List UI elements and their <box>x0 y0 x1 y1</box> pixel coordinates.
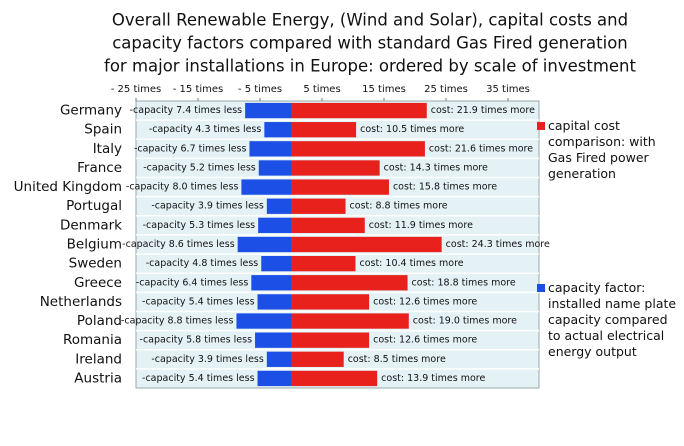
x-tick-label: 5 times <box>303 84 340 95</box>
data-label: cost: 8.8 times more <box>350 201 448 212</box>
category-label: France <box>77 160 122 176</box>
category-label: Spain <box>84 122 122 138</box>
category-label: Denmark <box>60 217 122 233</box>
data-label: -capacity 5.3 times less <box>143 220 256 231</box>
data-label: cost: 12.6 times more <box>373 296 477 307</box>
x-tick-label: 15 times <box>362 84 406 95</box>
bar <box>291 236 442 253</box>
x-tick-label: - 15 times <box>173 84 224 95</box>
bar <box>291 198 346 214</box>
data-label: cost: 21.9 times more <box>431 105 535 116</box>
bar <box>266 351 291 367</box>
data-label: cost: 13.9 times more <box>381 373 485 384</box>
bar <box>258 217 291 234</box>
bar <box>258 160 291 176</box>
bar <box>264 122 291 138</box>
data-label: cost: 10.4 times more <box>359 258 463 269</box>
bar <box>236 313 291 329</box>
data-label: cost: 24.3 times more <box>446 239 550 250</box>
category-label: Ireland <box>75 351 122 367</box>
category-label: Romania <box>63 332 122 348</box>
bar <box>249 141 291 157</box>
bar <box>257 370 291 387</box>
x-tick-label: - 5 times <box>238 84 282 95</box>
chart-title: for major installations in Europe: order… <box>104 57 636 76</box>
data-label: -capacity 3.9 times less <box>151 201 264 212</box>
data-label: -capacity 4.3 times less <box>149 124 262 135</box>
data-label: -capacity 5.4 times less <box>142 296 255 307</box>
bar <box>291 122 357 138</box>
category-label: Austria <box>74 370 122 386</box>
data-label: -capacity 6.4 times less <box>136 277 249 288</box>
bar <box>291 141 425 157</box>
bar <box>245 102 291 119</box>
bar <box>255 332 291 348</box>
bar <box>291 332 370 348</box>
data-label: -capacity 7.4 times less <box>130 105 243 116</box>
data-label: -capacity 8.6 times less <box>122 239 235 250</box>
data-label: -capacity 4.8 times less <box>146 258 259 269</box>
data-label: cost: 18.8 times more <box>412 277 516 288</box>
x-tick-label: 25 times <box>424 84 468 95</box>
x-tick-label: 35 times <box>486 84 530 95</box>
data-label: cost: 12.6 times more <box>373 335 477 346</box>
data-label: -capacity 8.8 times less <box>121 316 234 327</box>
data-label: -capacity 3.9 times less <box>151 354 264 365</box>
bar <box>291 351 344 367</box>
data-label: -capacity 5.8 times less <box>140 335 253 346</box>
bar <box>241 179 291 195</box>
data-label: cost: 21.6 times more <box>429 143 533 154</box>
data-label: cost: 19.0 times more <box>413 316 517 327</box>
bar <box>291 102 427 119</box>
bar <box>261 255 291 272</box>
category-label: Italy <box>93 141 122 157</box>
data-label: cost: 10.5 times more <box>360 124 464 135</box>
data-label: -capacity 6.7 times less <box>134 143 247 154</box>
category-label: United Kingdom <box>14 179 122 195</box>
bar <box>291 313 409 329</box>
data-label: cost: 11.9 times more <box>369 220 473 231</box>
category-label: Germany <box>60 103 122 119</box>
bar <box>291 370 378 387</box>
chart-title: Overall Renewable Energy, (Wind and Sola… <box>112 11 628 30</box>
bar <box>251 275 291 291</box>
bar <box>291 179 389 195</box>
bar <box>291 294 370 310</box>
data-label: cost: 15.8 times more <box>393 182 497 193</box>
category-label: Greece <box>74 275 122 291</box>
x-tick-label: - 25 times <box>111 84 162 95</box>
legend-entry: capital cost comparison: with Gas Fired … <box>537 118 678 182</box>
bar <box>266 198 291 214</box>
data-label: -capacity 5.2 times less <box>143 162 256 173</box>
category-label: Sweden <box>69 256 122 272</box>
bar <box>257 294 291 310</box>
legend-swatch <box>537 122 545 130</box>
bar <box>291 255 356 272</box>
chart-title: capacity factors compared with standard … <box>112 34 628 53</box>
legend-label: capacity factor: installed name plate ca… <box>548 280 677 359</box>
data-label: cost: 8.5 times more <box>348 354 446 365</box>
legend-entry: capacity factor: installed name plate ca… <box>537 280 678 360</box>
bar <box>291 275 408 291</box>
category-label: Poland <box>77 313 122 329</box>
category-label: Belgium <box>67 237 122 253</box>
category-label: Portugal <box>66 198 122 214</box>
bar <box>291 160 380 176</box>
legend-label: capital cost comparison: with Gas Fired … <box>548 118 656 181</box>
bar <box>237 236 291 253</box>
legend-swatch <box>537 284 545 292</box>
bar <box>291 217 365 234</box>
data-label: cost: 14.3 times more <box>384 162 488 173</box>
data-label: -capacity 8.0 times less <box>126 182 239 193</box>
data-label: -capacity 5.4 times less <box>142 373 255 384</box>
category-label: Netherlands <box>40 294 122 310</box>
